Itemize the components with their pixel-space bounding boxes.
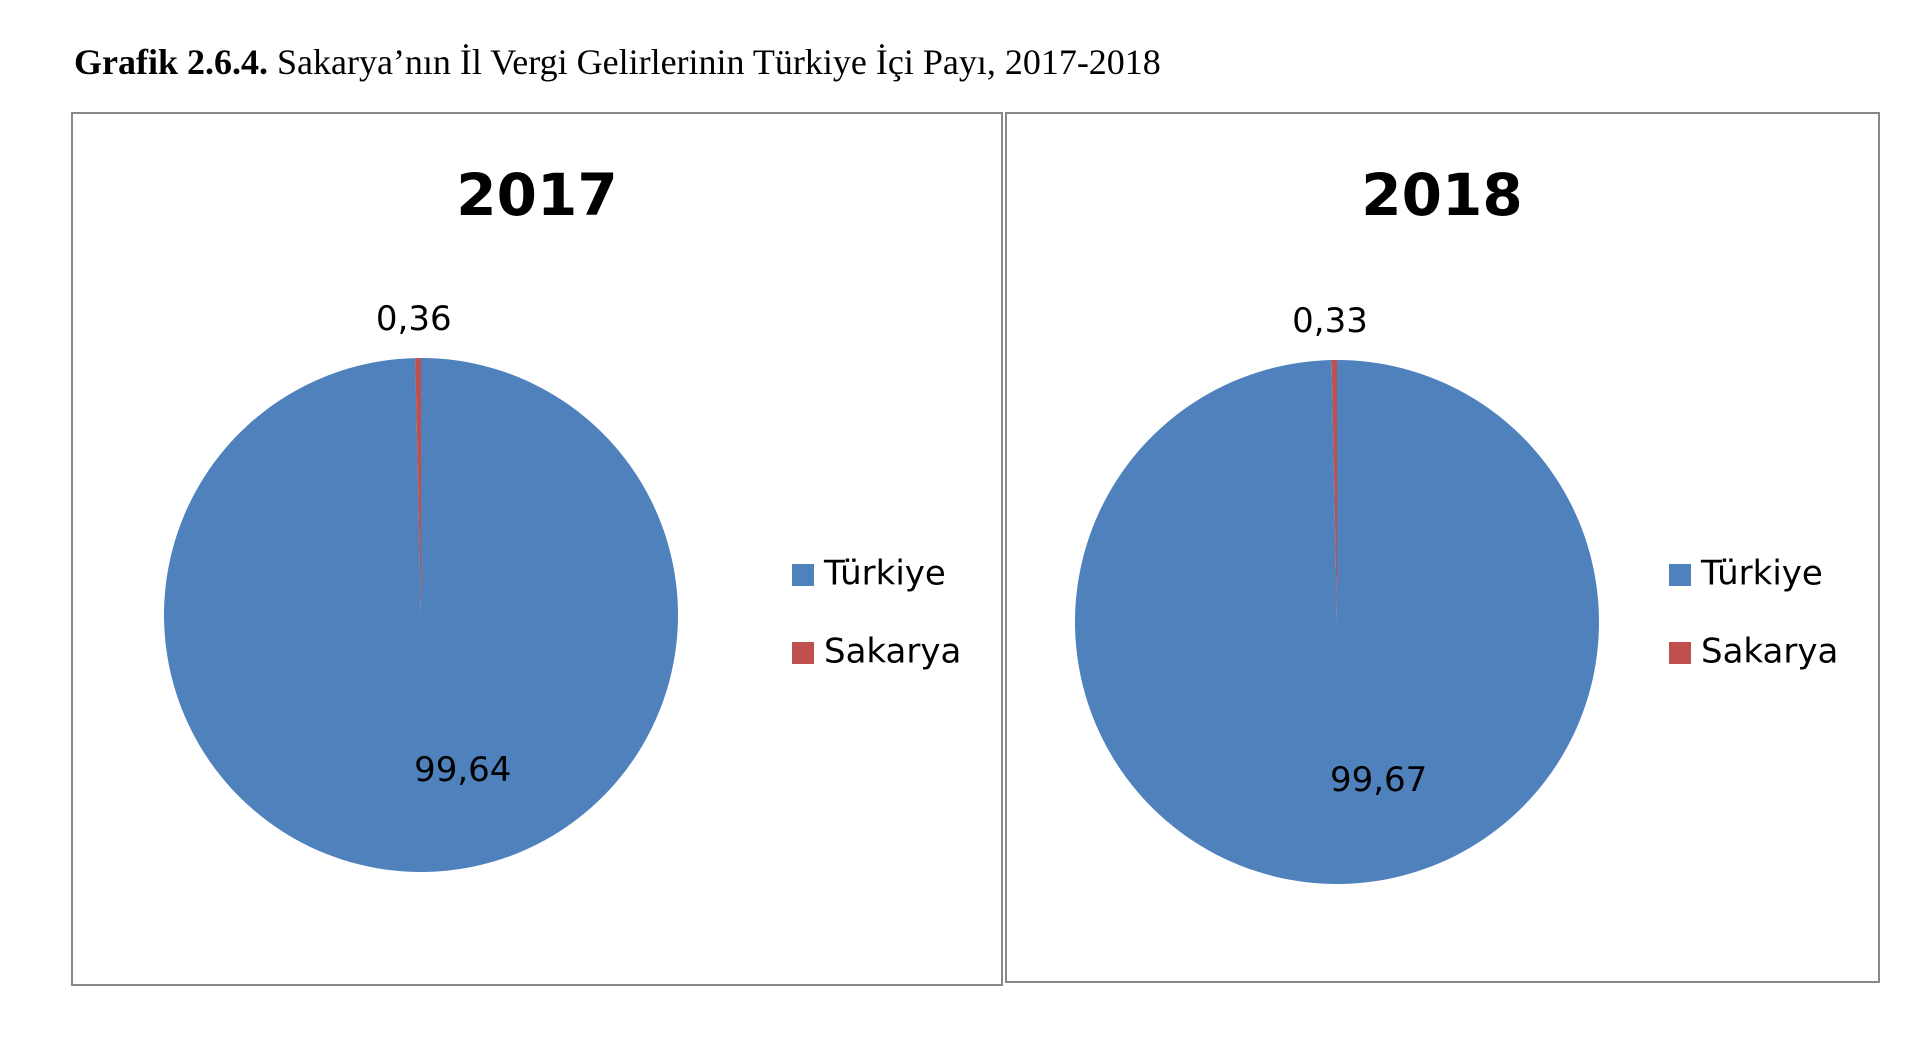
caption: Grafik 2.6.4. Sakarya’nın İl Vergi Gelir… [74,42,1161,82]
legend-swatch [792,642,814,664]
legend-swatch [1669,564,1691,586]
pie-slice [415,358,421,615]
legend-swatch [792,564,814,586]
chart-title: 2018 [1361,161,1522,229]
chart-panel [71,112,1003,986]
data-label: 99,64 [414,750,511,790]
caption-text: Sakarya’nın İl Vergi Gelirlerinin Türkiy… [277,42,1161,82]
pie-slice [1331,360,1337,622]
legend-swatch [1669,642,1691,664]
chart-panel [1005,112,1880,983]
pie-slice [164,358,679,872]
pie-slice [1074,360,1599,884]
legend-label: Sakarya [824,632,961,672]
data-label: 0,33 [1292,301,1368,341]
legend-label: Türkiye [1700,554,1823,594]
data-label: 99,67 [1330,760,1427,800]
legend-label: Türkiye [823,554,946,594]
caption-label: Grafik 2.6.4. [74,42,268,82]
data-label: 0,36 [376,299,452,339]
chart-title: 2017 [456,161,617,229]
legend-label: Sakarya [1701,632,1838,672]
